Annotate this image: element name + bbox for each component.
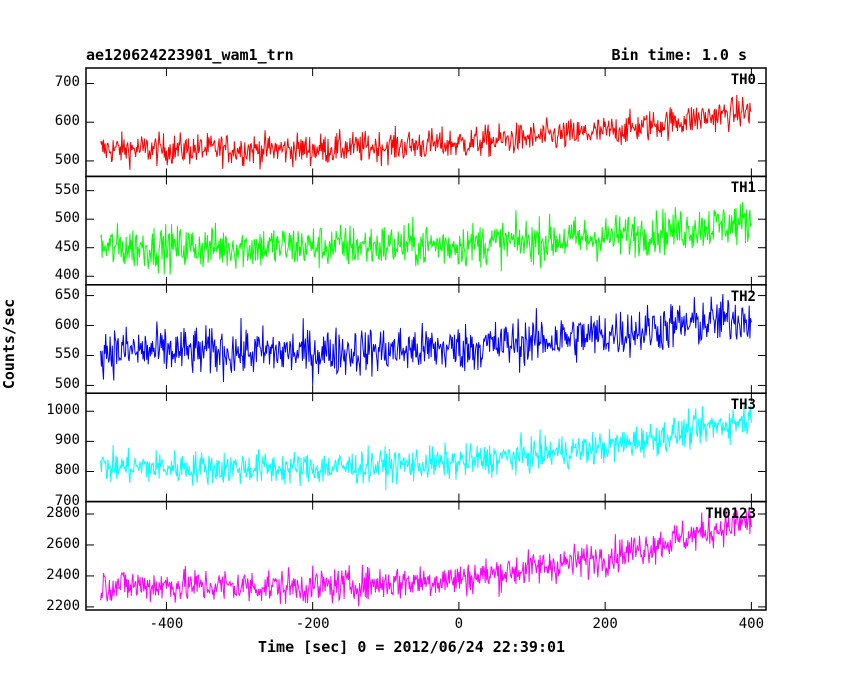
y-tick-label: 450 bbox=[54, 238, 80, 255]
x-tick-label: 0 bbox=[454, 616, 464, 632]
y-tick-label: 400 bbox=[54, 267, 80, 284]
series-line-TH0 bbox=[100, 94, 752, 170]
panel-frame-TH0123 bbox=[85, 500, 767, 611]
series-line-TH3 bbox=[100, 405, 752, 491]
series-line-TH1 bbox=[100, 202, 752, 275]
y-axis-label: Counts/sec bbox=[0, 298, 19, 390]
bin-time-label: Bin time: 1.0 s bbox=[611, 46, 747, 64]
y-tick-label: 550 bbox=[54, 346, 80, 363]
y-tick-label: 550 bbox=[54, 181, 80, 198]
panel-frame-TH0 bbox=[85, 67, 767, 178]
y-tick-label: 2800 bbox=[46, 504, 80, 521]
panel-frame-TH3 bbox=[85, 392, 767, 503]
y-tick-label: 700 bbox=[54, 74, 80, 91]
x-tick-label: 400 bbox=[738, 616, 765, 632]
y-tick-label: 500 bbox=[54, 210, 80, 227]
y-tick-label: 2600 bbox=[46, 535, 80, 552]
panel-label-TH3: TH3 bbox=[730, 397, 756, 414]
panel-label-TH2: TH2 bbox=[730, 288, 756, 305]
y-tick-label: 2400 bbox=[46, 566, 80, 583]
y-tick-label: 700 bbox=[54, 492, 80, 509]
panel-label-TH0: TH0 bbox=[730, 72, 756, 88]
y-tick-label: 500 bbox=[54, 376, 80, 393]
y-tick-label: 1000 bbox=[46, 402, 80, 419]
x-tick-label: -400 bbox=[149, 616, 184, 632]
y-tick-label: 600 bbox=[54, 113, 80, 130]
x-axis-label: Time [sec] 0 = 2012/06/24 22:39:01 bbox=[258, 638, 566, 656]
y-tick-label: 500 bbox=[54, 151, 80, 168]
series-line-TH2 bbox=[100, 293, 752, 386]
x-tick-label: 200 bbox=[592, 616, 618, 632]
panel-label-TH1: TH1 bbox=[730, 180, 756, 197]
y-tick-label: 650 bbox=[54, 286, 80, 303]
y-tick-label: 900 bbox=[54, 432, 80, 449]
y-tick-label: 600 bbox=[54, 316, 80, 333]
panel-label-TH0123: TH0123 bbox=[705, 505, 756, 522]
chart-title: ae120624223901_wam1_trn bbox=[86, 46, 294, 64]
series-line-TH0123 bbox=[100, 507, 752, 607]
y-tick-label: 2200 bbox=[46, 597, 80, 614]
x-tick-label: -200 bbox=[295, 616, 330, 632]
y-tick-label: 800 bbox=[54, 462, 80, 479]
